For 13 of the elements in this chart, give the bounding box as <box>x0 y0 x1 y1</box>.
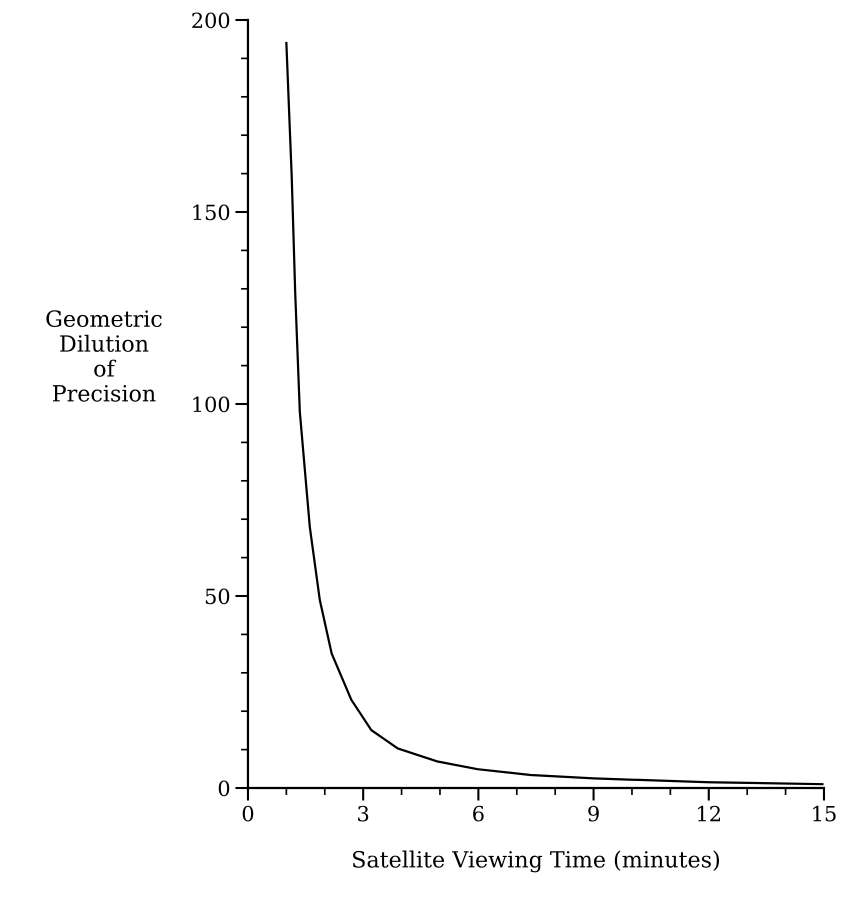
x-tick-label: 3 <box>358 806 368 822</box>
y-tick-label: 100 <box>193 396 230 412</box>
y-tick-label: 150 <box>193 204 230 220</box>
x-tick-label: 9 <box>588 806 599 822</box>
y-axis-title: Geometric Dilution of Precision <box>46 310 162 402</box>
x-tick-label: 0 <box>242 806 254 822</box>
x-tick-label: 15 <box>813 806 836 822</box>
x-tick-label: 12 <box>698 806 720 822</box>
y-tick-label: 0 <box>218 780 230 796</box>
y-tick-label: 50 <box>206 588 230 604</box>
x-tick-label: 6 <box>473 806 484 822</box>
x-axis-title: Satellite Viewing Time (minutes) <box>353 850 719 872</box>
y-tick-label: 200 <box>192 12 230 28</box>
